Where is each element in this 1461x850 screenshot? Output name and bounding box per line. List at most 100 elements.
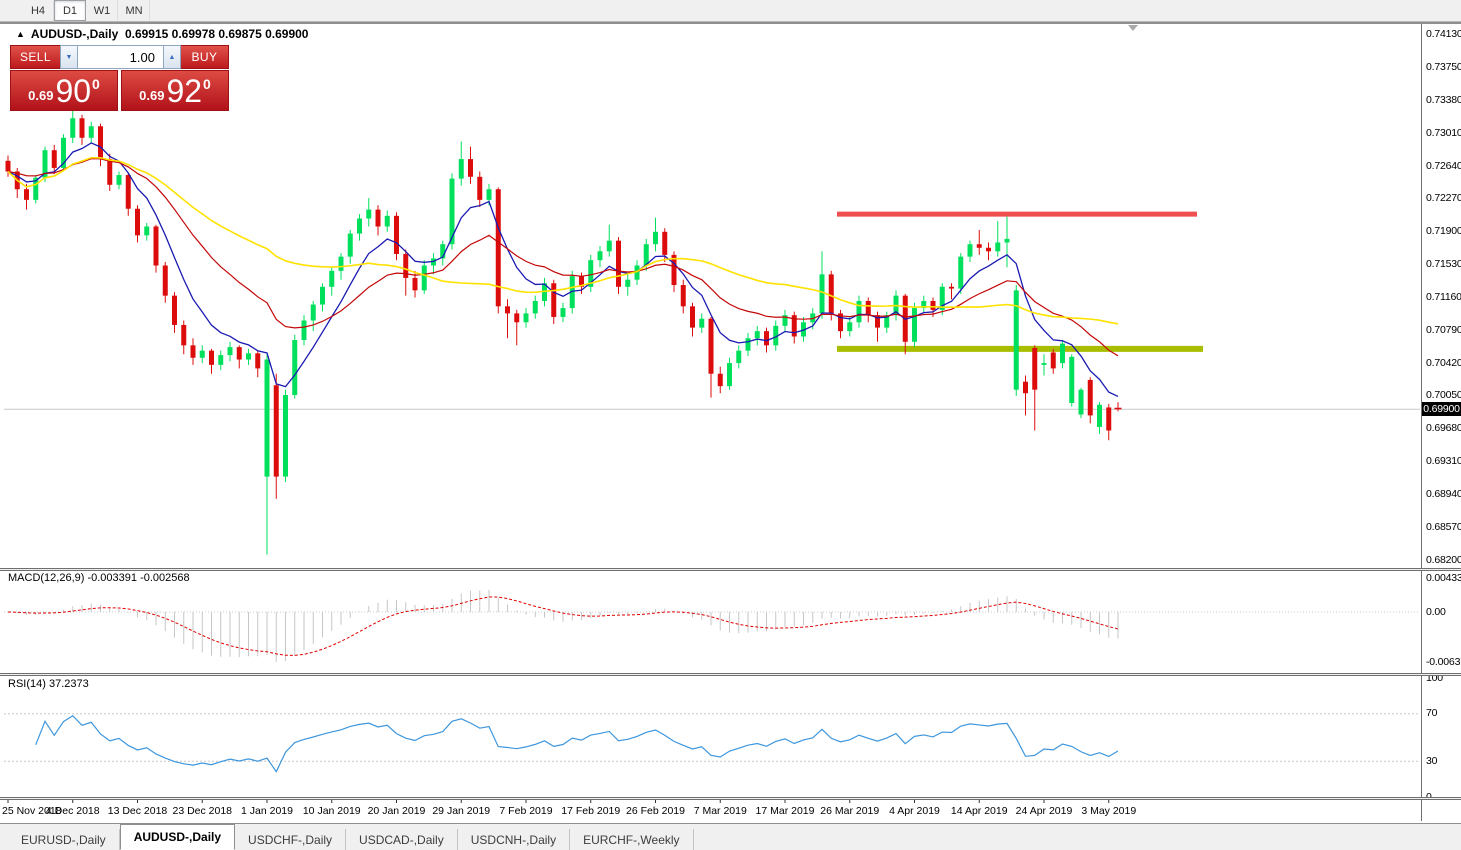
candle-body <box>754 331 760 339</box>
chart-symbol-label: AUDUSD-,Daily <box>30 27 119 41</box>
date-axis-label: 1 Jan 2019 <box>241 805 293 817</box>
ma-line-ma_fast <box>7 142 1119 397</box>
candle-body <box>579 276 584 287</box>
sell-button[interactable]: SELL <box>10 45 60 69</box>
candle-body <box>865 300 871 316</box>
price-axis-label: 0.73010 <box>1426 126 1461 139</box>
candle-body <box>939 286 945 310</box>
macd-pane-splitter[interactable] <box>0 568 1461 571</box>
tab-usdcad[interactable]: USDCAD-,Daily <box>346 829 458 850</box>
candle-body <box>51 150 57 168</box>
candle-body <box>764 331 769 346</box>
candle-body <box>523 313 529 323</box>
candle-body <box>1013 290 1019 390</box>
chevron-up-icon: ▲ <box>168 53 176 61</box>
candle-body <box>986 247 991 252</box>
candle-body <box>458 159 464 179</box>
date-axis-label: 7 Mar 2019 <box>693 805 747 817</box>
date-axis-label: 25 Nov 2018 <box>2 805 62 817</box>
candle-body <box>588 260 594 287</box>
macd-axis-label: -0.006373 <box>1426 655 1461 668</box>
symbol-tab-bar: EURUSD-,Daily AUDUSD-,Daily USDCHF-,Daily U… <box>0 823 1461 850</box>
candle-body <box>1050 352 1056 369</box>
buy-price-pip: 0 <box>203 75 211 92</box>
tab-usdchf[interactable]: USDCHF-,Daily <box>235 829 347 850</box>
candle-body <box>227 347 233 356</box>
candle-body <box>514 313 520 323</box>
candle-body <box>449 178 455 245</box>
tab-audusd[interactable]: AUDUSD-,Daily <box>119 824 236 850</box>
rsi-pane-splitter[interactable] <box>0 673 1461 676</box>
price-axis-column[interactable] <box>1421 24 1461 821</box>
macd-indicator-label: MACD(12,26,9) -0.003391 -0.002568 <box>8 572 190 584</box>
candle-body <box>255 353 261 369</box>
candle-body <box>671 254 677 286</box>
rsi-axis-label: 70 <box>1426 707 1438 720</box>
candle-body <box>708 318 714 374</box>
date-axis-label: 7 Feb 2019 <box>499 805 553 817</box>
candle-body <box>847 322 853 332</box>
price-axis-label: 0.73380 <box>1426 94 1461 107</box>
price-axis-label: 0.74130 <box>1426 27 1461 40</box>
price-axis-label: 0.72640 <box>1426 159 1461 172</box>
candle-body <box>551 283 557 317</box>
candle-body <box>791 315 797 337</box>
tab-eurchf[interactable]: EURCHF-,Weekly <box>570 829 694 850</box>
candle-body <box>1078 389 1084 415</box>
tab-eurusd[interactable]: EURUSD-,Daily <box>8 829 120 850</box>
chart-shift-marker[interactable] <box>1128 25 1138 31</box>
candle-body <box>727 363 732 387</box>
candle-body <box>153 226 159 266</box>
timeframe-button-h4[interactable]: H4 <box>22 0 54 21</box>
timeframe-button-w1[interactable]: W1 <box>86 0 118 21</box>
candle-body <box>1032 348 1038 390</box>
candle-body <box>190 345 196 358</box>
sell-price-big: 90 <box>55 72 92 109</box>
timeframe-button-d1[interactable]: D1 <box>54 0 86 21</box>
candle-body <box>921 300 927 309</box>
volume-decrease-button[interactable]: ▼ <box>59 45 78 69</box>
candle-body <box>495 189 501 307</box>
candle-body <box>320 286 325 305</box>
candle-body <box>838 313 843 332</box>
candle-body <box>542 283 547 301</box>
date-axis-label: 26 Feb 2019 <box>626 805 685 817</box>
candle-body <box>912 308 917 342</box>
date-axis-label: 17 Feb 2019 <box>561 805 621 817</box>
panel-collapse-arrow[interactable]: ▲ <box>16 29 25 39</box>
ma-line-ma_slow <box>7 156 1119 325</box>
candle-body <box>690 306 695 328</box>
ma-line-ma_mid <box>7 158 1119 357</box>
timeframe-button-mn[interactable]: MN <box>118 0 150 21</box>
candle-body <box>828 274 834 314</box>
candle-body <box>301 320 307 341</box>
candle-body <box>181 324 187 346</box>
candle-body <box>875 315 880 328</box>
sell-price-display[interactable]: 0.69 90 0 <box>10 70 118 111</box>
rsi-axis-label: 0 <box>1426 791 1432 803</box>
candle-body <box>218 355 224 365</box>
volume-input[interactable] <box>77 45 163 69</box>
candle-body <box>24 189 29 200</box>
candle-body <box>717 373 723 387</box>
candle-body <box>486 189 492 200</box>
candle-body <box>477 176 483 200</box>
candle-body <box>699 318 705 328</box>
price-axis-label: 0.71900 <box>1426 225 1461 238</box>
candle-body <box>403 253 409 278</box>
candle-body <box>1004 238 1010 243</box>
price-axis-label: 0.69680 <box>1426 422 1461 435</box>
date-axis-label: 20 Jan 2019 <box>367 805 426 817</box>
candle-body <box>33 177 39 200</box>
candle-body <box>421 265 427 291</box>
candle-body <box>264 359 270 477</box>
candle-body <box>1041 363 1047 365</box>
candle-body <box>1097 404 1102 427</box>
buy-button[interactable]: BUY <box>180 45 229 69</box>
price-axis-label: 0.71160 <box>1426 290 1461 303</box>
tab-usdcnh[interactable]: USDCNH-,Daily <box>458 829 571 850</box>
buy-price-display[interactable]: 0.69 92 0 <box>121 70 229 111</box>
volume-increase-button[interactable]: ▲ <box>162 45 181 69</box>
one-click-trade-panel: SELL ▼ ▲ BUY 0.69 90 0 0.69 92 0 <box>10 45 229 111</box>
